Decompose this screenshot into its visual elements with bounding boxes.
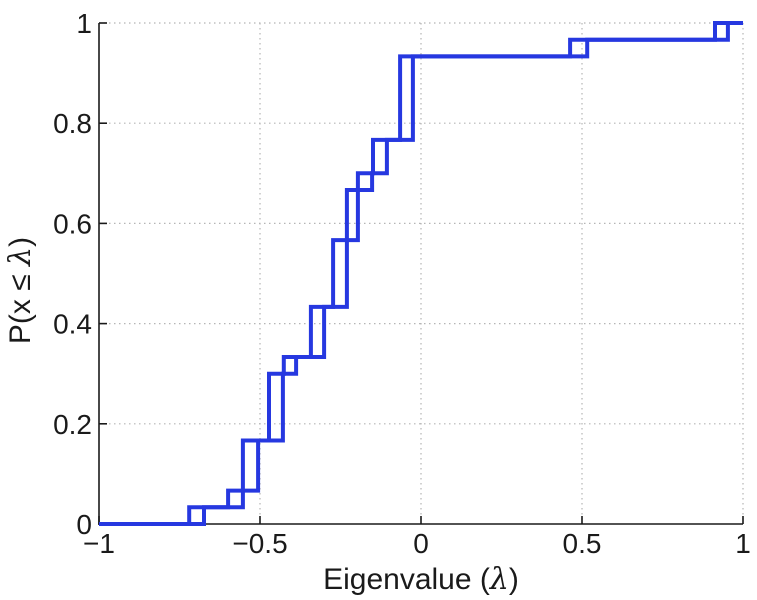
step-curves [99, 21, 743, 526]
y-tick-label: 0.8 [53, 108, 92, 139]
gridlines [99, 22, 744, 524]
x-tick-label: 0.5 [563, 528, 602, 559]
y-tick-label: 0.2 [53, 409, 92, 440]
x-tick-label: 1 [735, 528, 751, 559]
x-tick-label: 0 [413, 528, 429, 559]
y-tick-label: 0.6 [53, 208, 92, 239]
y-tick-label: 1 [76, 8, 92, 39]
x-tick-label: −0.5 [232, 528, 287, 559]
tick-marks [98, 22, 744, 525]
x-axis-label: Eigenvalue (λ) [323, 562, 519, 597]
axis-labels: Eigenvalue (λ) P(x ≤ λ) [3, 237, 519, 597]
ecdf-curve-2 [99, 21, 743, 526]
tick-labels: −1 −0.5 0 0.5 1 0 0.2 0.4 0.6 0.8 1 [53, 8, 751, 559]
y-axis-label: P(x ≤ λ) [3, 237, 38, 344]
y-tick-label: 0 [76, 509, 92, 540]
x-tick-label: −1 [83, 528, 115, 559]
y-tick-label: 0.4 [53, 309, 92, 340]
